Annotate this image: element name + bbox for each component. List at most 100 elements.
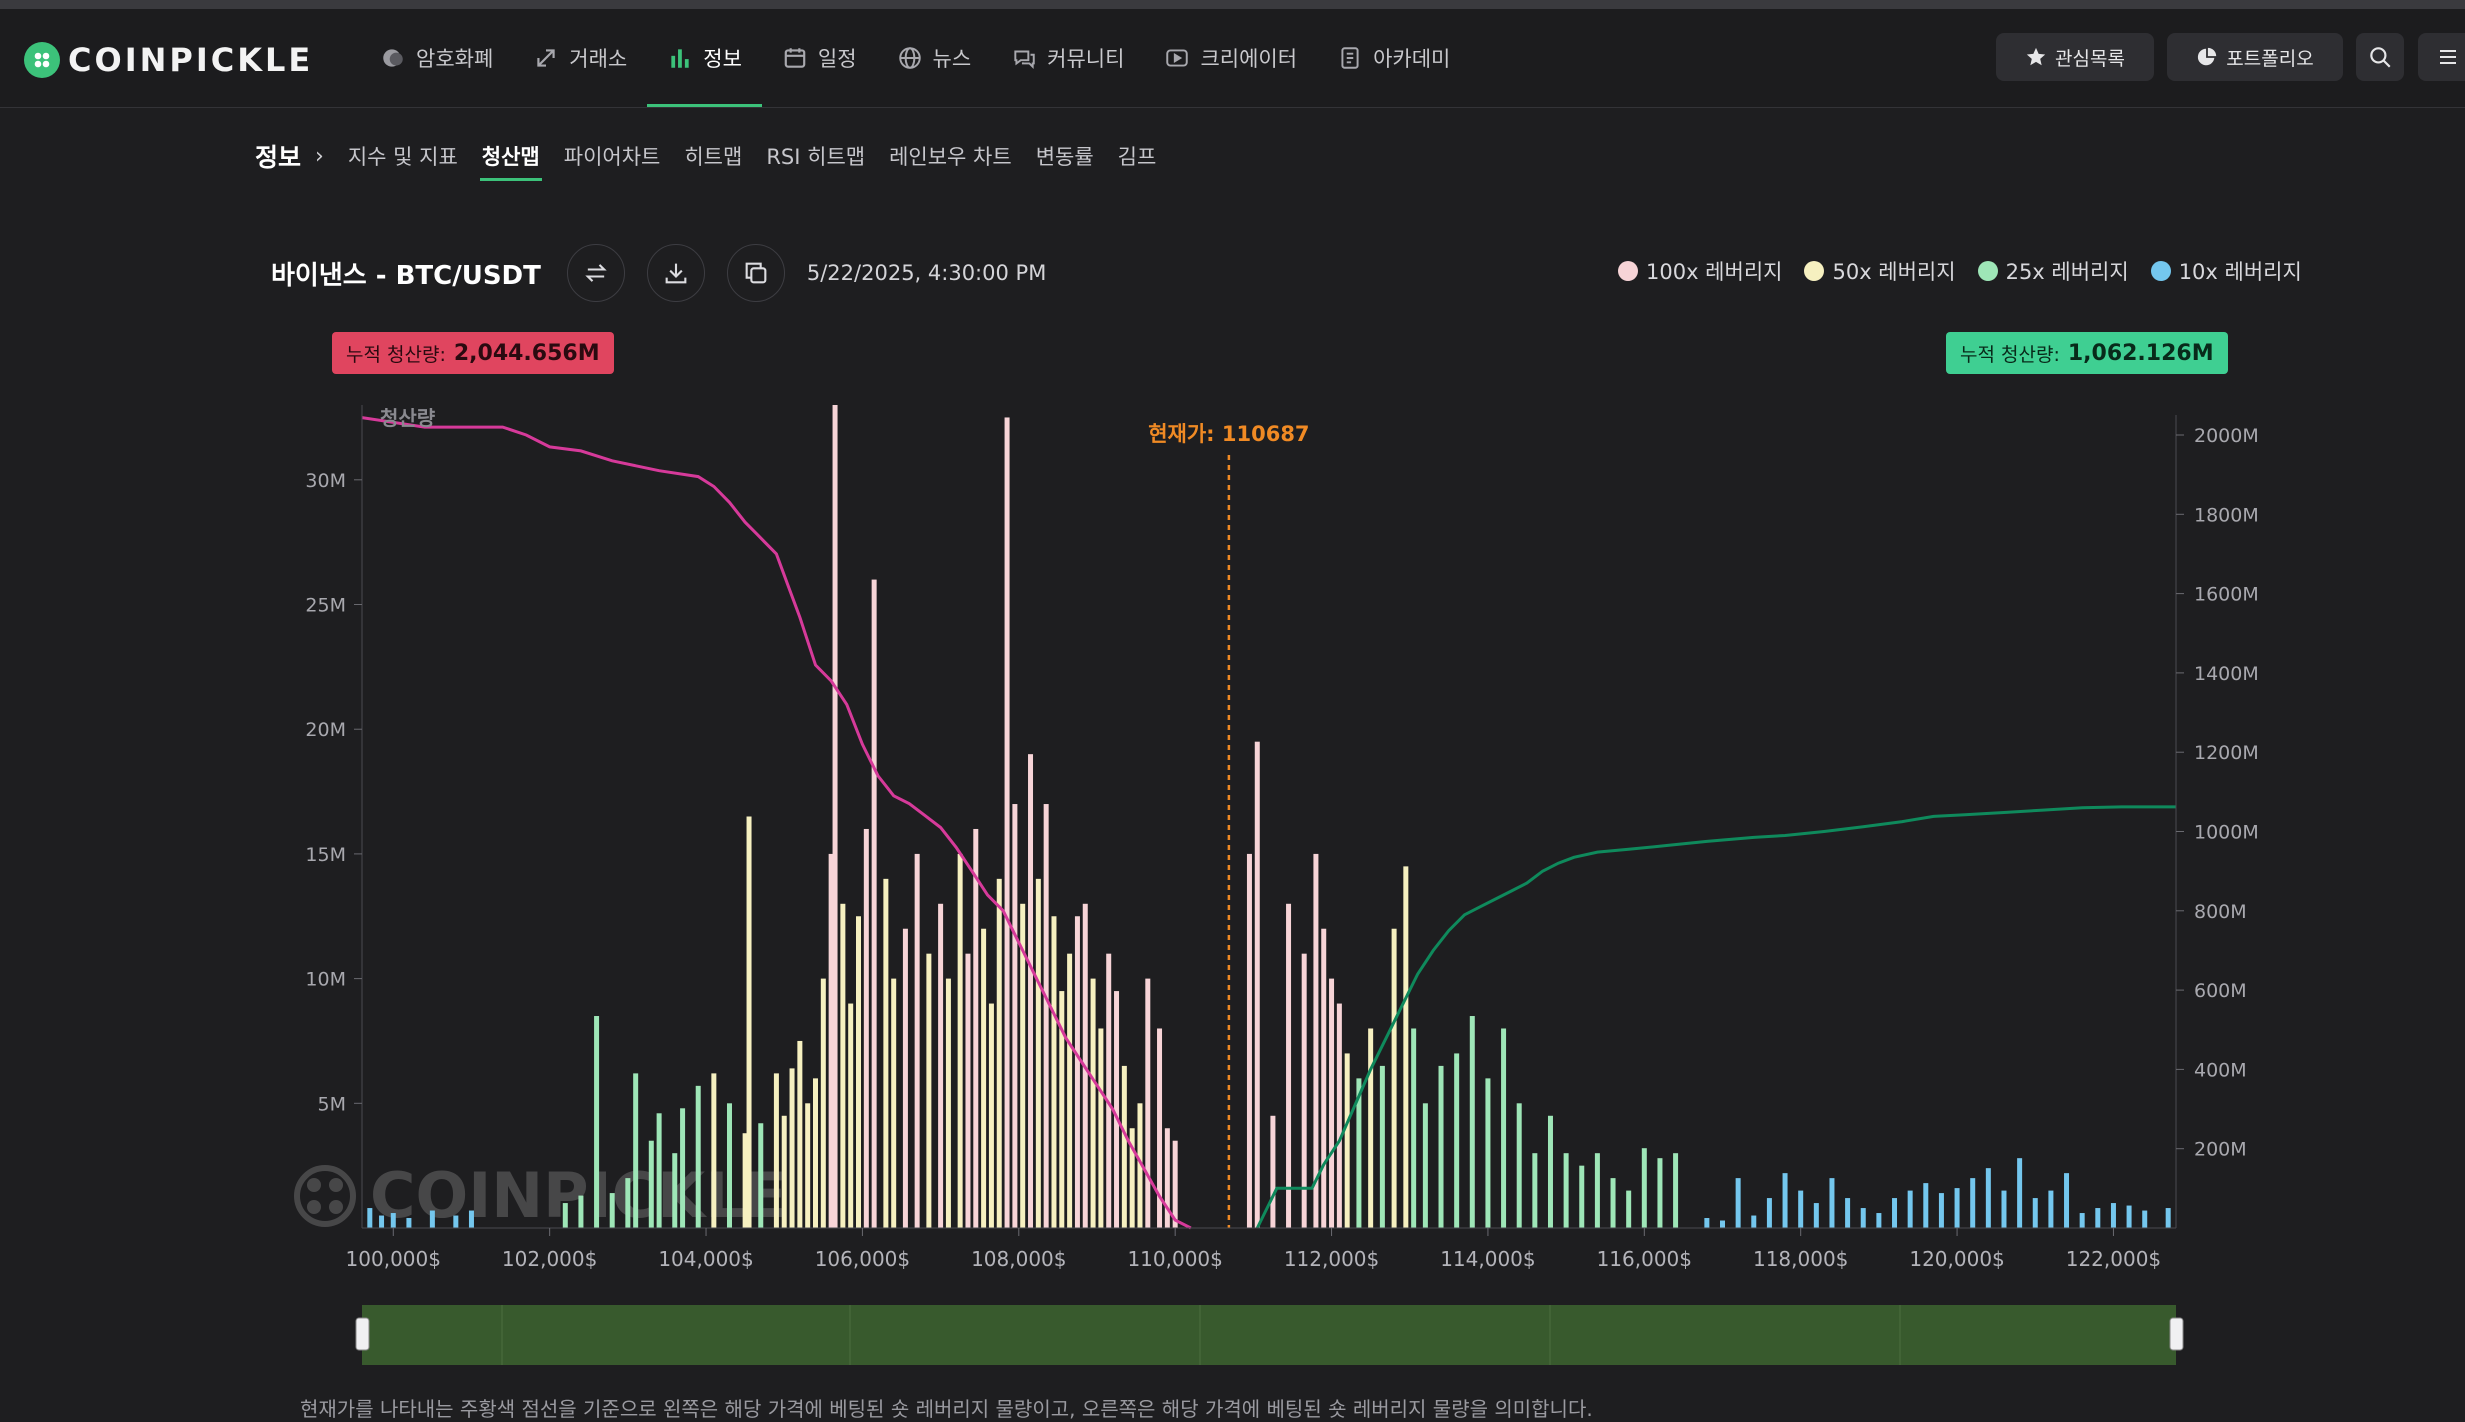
legend-10x[interactable]: 10x 레버리지 (2150, 256, 2302, 286)
short-cumulative-value: 2,044.656M (453, 340, 600, 366)
swap-button[interactable] (566, 244, 625, 302)
legend-label-25x: 25x 레버리지 (2005, 260, 2129, 284)
legend-25x[interactable]: 25x 레버리지 (1977, 256, 2129, 286)
subnav-tab-rainbow-chart[interactable]: 레인보우 차트 (889, 145, 1012, 169)
liquidation-bar-50x (1020, 903, 1026, 1228)
range-handle-right[interactable] (2169, 1317, 2184, 1351)
liquidation-bar-100x (1286, 903, 1292, 1228)
watchlist-button[interactable]: 관심목록 (1996, 33, 2154, 81)
y-right-tick-label: 1000M (2194, 822, 2259, 844)
liquidation-bar-10x (1923, 1183, 1929, 1228)
liquidation-bar-10x (1766, 1198, 1772, 1228)
nav-community[interactable]: 커뮤니티 (991, 9, 1144, 107)
liquidation-bar-50x (840, 903, 846, 1228)
subnav-tab-fire-chart[interactable]: 파이어차트 (563, 145, 661, 169)
download-button[interactable] (646, 244, 705, 302)
exchange-icon (537, 49, 555, 67)
hamburger-menu-icon (2440, 50, 2456, 64)
subnav-tab-volatility[interactable]: 변동률 (1035, 145, 1094, 169)
liquidation-bar-10x (1954, 1188, 1960, 1228)
liquidation-bar-10x (1985, 1168, 1991, 1228)
legend-label-50x: 50x 레버리지 (1832, 260, 1956, 284)
liquidation-bar-50x (1129, 1128, 1135, 1228)
y-right-tick-label: 400M (2194, 1059, 2247, 1081)
x-tick-label: 118,000$ (1753, 1247, 1848, 1271)
subnav-tab-liquidation-map[interactable]: 청산맵 (479, 141, 542, 181)
liquidation-bar-25x (1610, 1178, 1616, 1228)
chart-title: 바이낸스 - BTC/USDT (271, 260, 541, 291)
liquidation-bar-100x (828, 853, 834, 1228)
liquidation-bar-25x (726, 1103, 732, 1228)
liquidation-bar-100x (863, 828, 869, 1228)
liquidation-bar-25x (594, 1016, 600, 1228)
liquidation-bar-10x (468, 1210, 474, 1228)
portfolio-button[interactable]: 포트폴리오 (2167, 33, 2343, 81)
liquidation-bar-50x (789, 1068, 795, 1228)
y-right-tick-label: 1600M (2194, 584, 2259, 606)
liquidation-bar-10x (1813, 1203, 1819, 1228)
menu-button[interactable] (2418, 33, 2465, 81)
liquidation-bar-50x (1137, 1103, 1143, 1228)
subnav-tab-heatmap[interactable]: 히트맵 (684, 145, 743, 169)
liquidation-bar-25x (609, 1193, 615, 1228)
nav-info[interactable]: 정보 (647, 9, 762, 107)
liquidation-bar-100x (1004, 417, 1010, 1228)
liquidation-bar-10x (1782, 1173, 1788, 1228)
liquidation-bar-100x (938, 903, 944, 1228)
legend-50x[interactable]: 50x 레버리지 (1804, 256, 1956, 286)
liquidation-bar-50x (1391, 928, 1397, 1228)
nav-schedule[interactable]: 일정 (762, 9, 877, 107)
x-tick-label: 114,000$ (1440, 1247, 1535, 1271)
nav-creator[interactable]: 크리에이터 (1144, 9, 1317, 107)
portfolio-label: 포트폴리오 (2226, 47, 2314, 70)
subnav-tab-indices[interactable]: 지수 및 지표 (347, 145, 458, 169)
logo-icon (24, 42, 60, 78)
liquidation-bar-100x (1082, 903, 1088, 1228)
legend-dot-10x (2150, 261, 2171, 281)
liquidation-bar-50x (1344, 1053, 1350, 1228)
liquidation-bar-10x (1876, 1213, 1882, 1228)
liquidation-bar-25x (1422, 1103, 1428, 1228)
subnav-tab-rsi-heatmap[interactable]: RSI 히트맵 (766, 145, 866, 169)
legend-100x[interactable]: 100x 레버리지 (1618, 256, 1782, 286)
search-button[interactable] (2356, 33, 2404, 81)
chart-header: 바이낸스 - BTC/USDT 5/22/2025, 4:30:00 PM (271, 244, 1046, 302)
nav-info-label: 정보 (703, 47, 742, 71)
liquidation-bar-10x (429, 1210, 435, 1228)
liquidation-bar-25x (1673, 1153, 1679, 1228)
liquidation-bar-10x (2017, 1158, 2023, 1228)
long-cumulative-label: 누적 청산량: (1960, 343, 2060, 366)
nav-exchange[interactable]: 거래소 (513, 9, 647, 107)
nav-news-label: 뉴스 (932, 47, 972, 71)
liquidation-bar-25x (1641, 1148, 1647, 1228)
liquidation-bar-50x (1067, 953, 1073, 1228)
breadcrumb-info[interactable]: 정보 (255, 143, 302, 172)
liquidation-bar-10x (2126, 1205, 2132, 1228)
liquidation-bar-50x (945, 978, 951, 1228)
main-nav: 암호화폐 거래소 정보 일정 뉴스 커뮤니티 크리에이터 아카데미 (360, 9, 1470, 107)
liquidation-bar-10x (1892, 1198, 1898, 1228)
coinpickle-logo[interactable]: COINPICKLE (24, 41, 313, 79)
liquidation-bar-10x (2048, 1190, 2054, 1228)
liquidation-bar-50x (1090, 978, 1096, 1228)
nav-academy[interactable]: 아카데미 (1317, 9, 1470, 107)
legend-dot-25x (1977, 261, 1998, 281)
legend-dot-50x (1804, 261, 1825, 281)
copy-button[interactable] (726, 244, 785, 302)
liquidation-bar-10x (2110, 1203, 2116, 1228)
x-tick-label: 110,000$ (1127, 1247, 1222, 1271)
liquidation-bar-50x (883, 878, 889, 1228)
y-right-tick-label: 1200M (2194, 742, 2259, 764)
liquidation-bar-100x (973, 828, 979, 1228)
liquidation-bar-100x (1012, 804, 1018, 1228)
liquidation-bar-100x (1145, 978, 1151, 1228)
subnav-tab-kimchi-premium[interactable]: 김프 (1117, 145, 1157, 169)
bar-chart-icon (671, 49, 689, 68)
nav-news[interactable]: 뉴스 (877, 9, 992, 107)
long-cumulative-value: 1,062.126M (2067, 340, 2214, 366)
y-right-tick-label: 600M (2194, 980, 2247, 1002)
range-handle-left[interactable] (355, 1317, 370, 1351)
nav-crypto[interactable]: 암호화폐 (360, 9, 513, 107)
liquidation-bar-10x (1860, 1208, 1866, 1228)
